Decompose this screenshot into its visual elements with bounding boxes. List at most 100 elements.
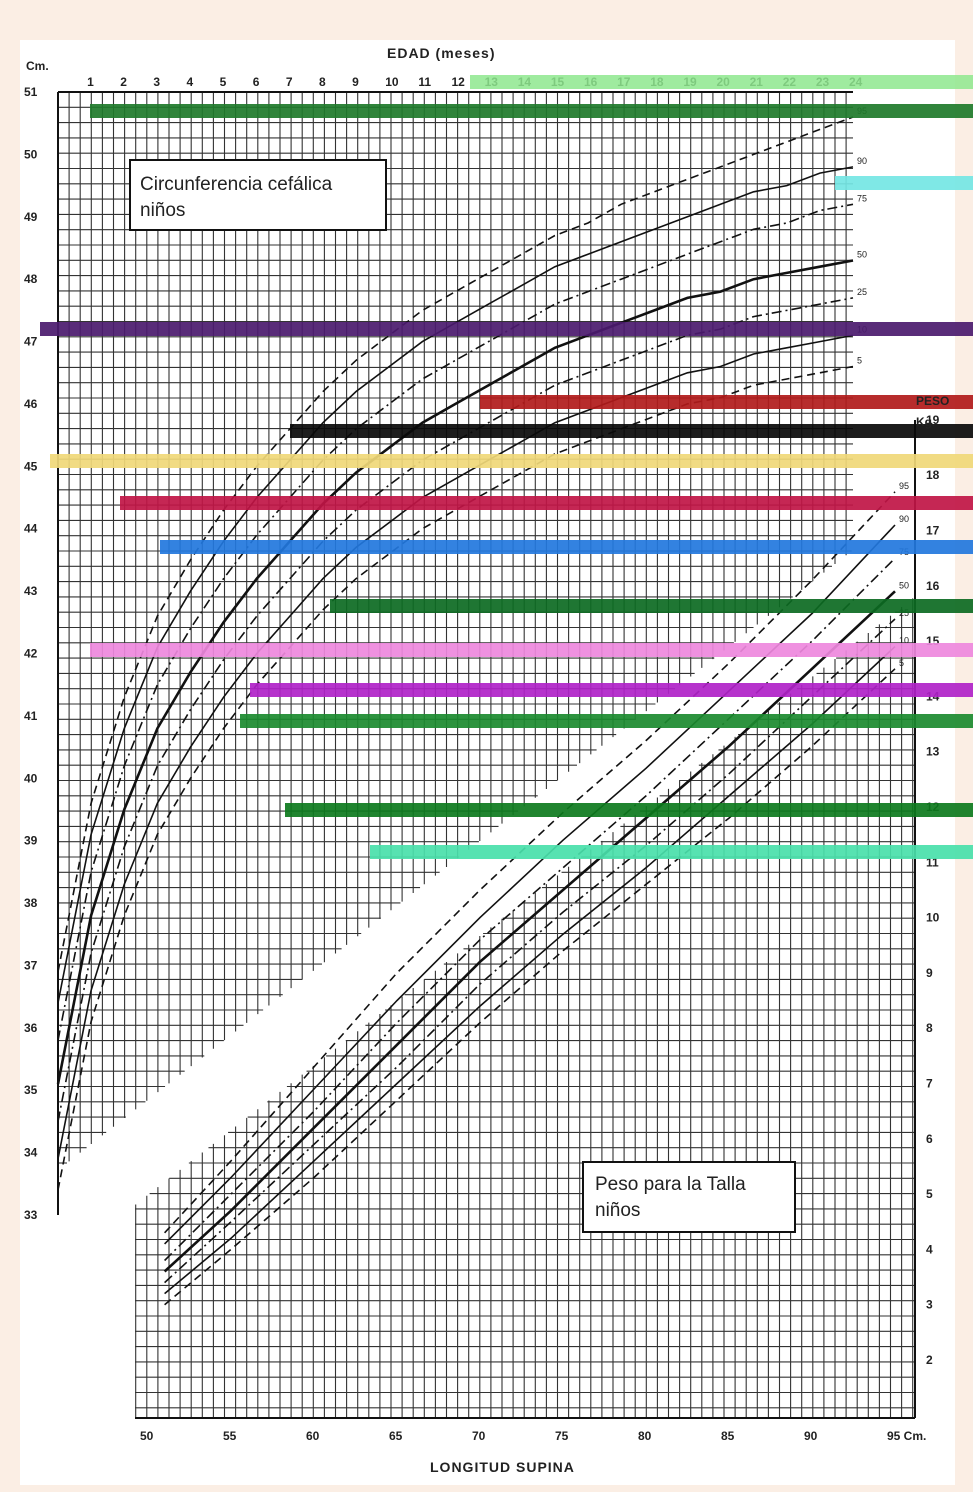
weight-tick-label: 2 (926, 1353, 933, 1367)
weight-tick-label: 10 (926, 911, 940, 925)
color-stripe (290, 424, 973, 438)
color-stripe (50, 454, 973, 468)
age-tick-label: 12 (452, 75, 466, 89)
length-tick-label: 85 (721, 1429, 735, 1443)
hc-percentile-label-50: 50 (857, 249, 867, 259)
title-boxes: Circunferencia cefálica niños Peso para … (26, 45, 949, 1475)
length-tick-label: 90 (804, 1429, 818, 1443)
color-stripe (90, 104, 973, 118)
weight-for-height-title-box (582, 1161, 796, 1233)
hc-percentile-50 (56, 259, 854, 1085)
length-tick-label: 60 (306, 1429, 320, 1443)
age-tick-label: 1 (87, 75, 94, 89)
length-tick-label: 70 (472, 1429, 486, 1443)
cm-tick-label: 50 (24, 147, 38, 161)
wh-percentile-label-5: 5 (899, 658, 904, 668)
age-tick-label: 8 (319, 75, 326, 89)
color-stripe (250, 683, 973, 697)
cm-tick-label: 33 (24, 1208, 38, 1222)
length-tick-label: 95 Cm. (887, 1429, 926, 1443)
color-stripe (330, 599, 973, 613)
color-stripe (470, 75, 973, 89)
cm-axis-label: Cm. (26, 59, 49, 73)
color-stripes (40, 75, 973, 859)
wh-percentile-label-90: 90 (899, 514, 909, 524)
age-tick-label: 4 (187, 75, 194, 89)
cm-tick-label: 45 (24, 459, 38, 473)
wh-percentile-10 (164, 646, 896, 1295)
head-circumference-title-box (129, 159, 387, 231)
hc-percentile-label-75: 75 (857, 193, 867, 203)
age-tick-label: 6 (253, 75, 260, 89)
cm-tick-label: 48 (24, 272, 38, 286)
wh-percentile-75 (164, 557, 896, 1262)
weight-for-height-title-line2: niños (595, 1200, 640, 1221)
age-tick-label: 2 (120, 75, 127, 89)
cm-tick-label: 41 (24, 709, 38, 723)
color-stripe (370, 845, 973, 859)
hc-percentile-label-5: 5 (857, 356, 862, 366)
head-circumference-title-line1: Circunferencia cefálica (140, 174, 333, 195)
wh-percentile-label-50: 50 (899, 580, 909, 590)
cm-tick-label: 42 (24, 647, 38, 661)
weight-for-height-title-line1: Peso para la Talla (595, 1174, 746, 1195)
weight-tick-label: 9 (926, 966, 933, 980)
cm-tick-label: 39 (24, 834, 38, 848)
chart-paper (20, 40, 955, 1485)
wh-percentile-label-10: 10 (899, 636, 909, 646)
cm-tick-label: 46 (24, 397, 38, 411)
wh-percentile-50 (163, 590, 896, 1273)
head-circumference-title-line2: niños (140, 200, 185, 221)
hc-percentile-95 (57, 116, 854, 972)
age-tick-label: 3 (153, 75, 160, 89)
wh-percentile-25 (164, 618, 896, 1284)
weight-tick-label: 18 (926, 468, 940, 482)
hc-percentile-label-25: 25 (857, 287, 867, 297)
weight-tick-label: 6 (926, 1132, 933, 1146)
cm-tick-label: 49 (24, 210, 38, 224)
length-tick-label: 55 (223, 1429, 237, 1443)
weight-tick-label: 19 (926, 413, 940, 427)
color-stripe (285, 803, 973, 817)
cm-tick-label: 43 (24, 584, 38, 598)
wh-percentile-label-95: 95 (899, 481, 909, 491)
age-tick-label: 7 (286, 75, 293, 89)
length-tick-label: 75 (555, 1429, 569, 1443)
weight-tick-label: 8 (926, 1021, 933, 1035)
weight-tick-label: 17 (926, 524, 940, 538)
cm-tick-label: 47 (24, 335, 38, 349)
age-tick-label: 9 (352, 75, 359, 89)
length-tick-label: 80 (638, 1429, 652, 1443)
hc-percentile-10 (57, 334, 854, 1160)
cm-tick-label: 37 (24, 958, 38, 972)
cm-tick-label: 34 (24, 1146, 38, 1160)
age-tick-label: 10 (385, 75, 399, 89)
color-stripe (240, 714, 973, 728)
weight-axis-unit: Kg. (916, 415, 935, 429)
color-stripe (160, 540, 973, 554)
wh-percentile-5 (164, 668, 896, 1306)
hc-percentile-label-90: 90 (857, 156, 867, 166)
age-tick-label: 11 (418, 75, 431, 89)
cm-tick-label: 38 (24, 896, 38, 910)
weight-tick-label: 5 (926, 1187, 933, 1201)
length-axis-label: LONGITUD SUPINA (430, 1459, 575, 1475)
hc-percentile-75 (57, 203, 854, 1041)
weight-tick-label: 3 (926, 1298, 933, 1312)
length-tick-label: 65 (389, 1429, 403, 1443)
weight-tick-label: 13 (926, 745, 940, 759)
weight-axis-label: PESO (916, 394, 949, 408)
age-axis-label: EDAD (meses) (387, 45, 495, 61)
color-stripe (120, 496, 973, 510)
cm-tick-label: 40 (24, 771, 38, 785)
cm-tick-label: 35 (24, 1083, 38, 1097)
weight-tick-label: 16 (926, 579, 940, 593)
color-stripe (90, 643, 973, 657)
weight-tick-label: 7 (926, 1077, 933, 1091)
color-stripe (480, 395, 973, 409)
cm-tick-label: 44 (24, 522, 38, 536)
color-stripe (40, 322, 973, 336)
weight-tick-label: 4 (926, 1242, 933, 1256)
